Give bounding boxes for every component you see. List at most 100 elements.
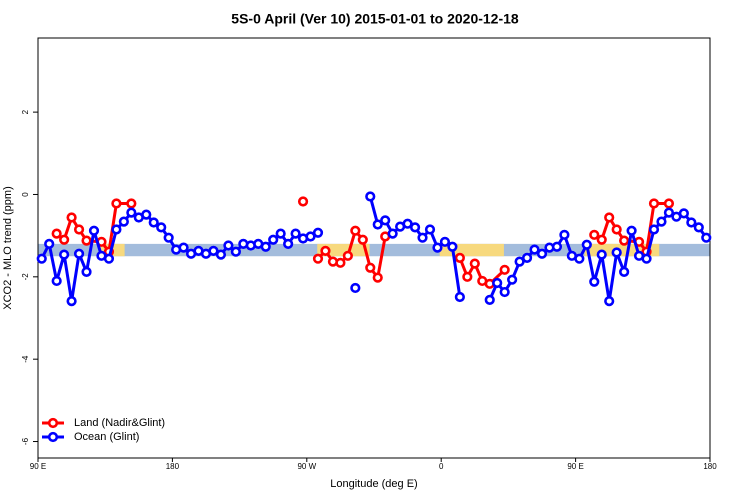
data-point: [492, 277, 503, 289]
data-point: [663, 207, 675, 218]
data-point: [66, 296, 77, 307]
band-segment: [317, 243, 370, 257]
data-point: [44, 238, 55, 249]
data-point: [141, 209, 152, 220]
data-point: [178, 242, 189, 253]
y-tick-label: -2: [21, 273, 30, 281]
data-point: [469, 258, 480, 269]
data-point: [559, 229, 570, 240]
data-point: [111, 224, 122, 235]
data-point: [73, 224, 85, 235]
data-point: [103, 253, 115, 264]
data-point: [447, 241, 458, 252]
data-point: [73, 248, 85, 259]
data-point: [589, 229, 600, 240]
data-point: [551, 241, 563, 252]
x-tick-label: 0: [439, 462, 444, 471]
data-point: [521, 252, 533, 263]
y-tick-label: 0: [21, 192, 30, 197]
data-point: [417, 232, 428, 243]
data-point: [66, 212, 77, 223]
data-point: [686, 217, 697, 228]
data-point: [641, 253, 652, 264]
data-point: [701, 232, 712, 243]
data-point: [111, 198, 122, 209]
x-tick-label: 180: [703, 462, 717, 471]
data-point: [424, 224, 436, 235]
data-point: [507, 274, 518, 285]
data-point: [118, 216, 129, 227]
data-point: [589, 276, 600, 287]
data-point: [230, 246, 241, 257]
data-point: [484, 294, 495, 305]
data-point: [499, 286, 510, 298]
data-point: [529, 244, 540, 255]
data-point: [260, 241, 271, 252]
data-point: [619, 235, 630, 246]
data-point: [648, 198, 660, 209]
data-point: [350, 225, 361, 236]
plot-frame: [37, 37, 711, 459]
data-point: [536, 248, 548, 259]
data-point: [402, 218, 413, 229]
data-point: [320, 245, 331, 256]
x-axis-label: Longitude (deg E): [330, 478, 417, 490]
data-point: [350, 282, 361, 294]
data-point: [126, 207, 137, 218]
data-point: [693, 222, 704, 233]
data-point: [663, 198, 675, 209]
y-tick-label: -4: [21, 355, 30, 363]
data-point: [268, 234, 279, 245]
data-point: [499, 264, 510, 275]
data-point: [283, 238, 294, 249]
data-point: [611, 224, 622, 235]
data-point: [596, 234, 607, 245]
data-point: [59, 234, 70, 245]
x-tick-label: 90 W: [297, 462, 316, 471]
data-point: [462, 271, 473, 282]
legend-label: Ocean (Glint): [74, 431, 139, 443]
data-point: [365, 191, 376, 202]
data-point: [148, 217, 159, 228]
data-point: [596, 249, 607, 260]
x-tick-label: 180: [166, 462, 180, 471]
y-tick-label: -6: [21, 437, 30, 445]
data-point: [581, 239, 592, 250]
data-point: [387, 228, 398, 239]
data-point: [335, 257, 346, 268]
data-point: [36, 253, 47, 264]
y-axis-label: XCO2 - MLO trend (ppm): [2, 186, 14, 309]
data-point: [357, 234, 368, 245]
data-point: [619, 266, 630, 277]
data-point: [223, 240, 234, 251]
data-point: [439, 236, 451, 247]
data-point: [626, 225, 637, 236]
data-point: [611, 247, 622, 258]
series-line: [40, 211, 319, 303]
data-point: [380, 215, 391, 226]
data-point: [454, 252, 465, 263]
data-point: [208, 245, 219, 256]
data-point: [312, 227, 324, 238]
data-point: [372, 219, 383, 230]
data-point: [365, 262, 376, 273]
data-point: [648, 224, 660, 235]
data-point: [290, 228, 301, 239]
data-point: [81, 235, 92, 246]
x-tick-label: 90 E: [30, 462, 46, 471]
legend-marker: [47, 417, 59, 429]
data-point: [81, 266, 92, 277]
series-line: [316, 229, 387, 280]
data-point: [88, 225, 100, 236]
data-point: [275, 228, 286, 239]
data-point: [342, 250, 353, 261]
data-point: [126, 198, 137, 209]
data-point: [454, 291, 465, 303]
data-point: [409, 222, 421, 233]
data-point: [604, 212, 615, 223]
x-tick-label: 90 E: [567, 462, 583, 471]
data-point: [372, 272, 383, 283]
legend-marker: [47, 431, 59, 443]
data-point: [514, 256, 525, 267]
